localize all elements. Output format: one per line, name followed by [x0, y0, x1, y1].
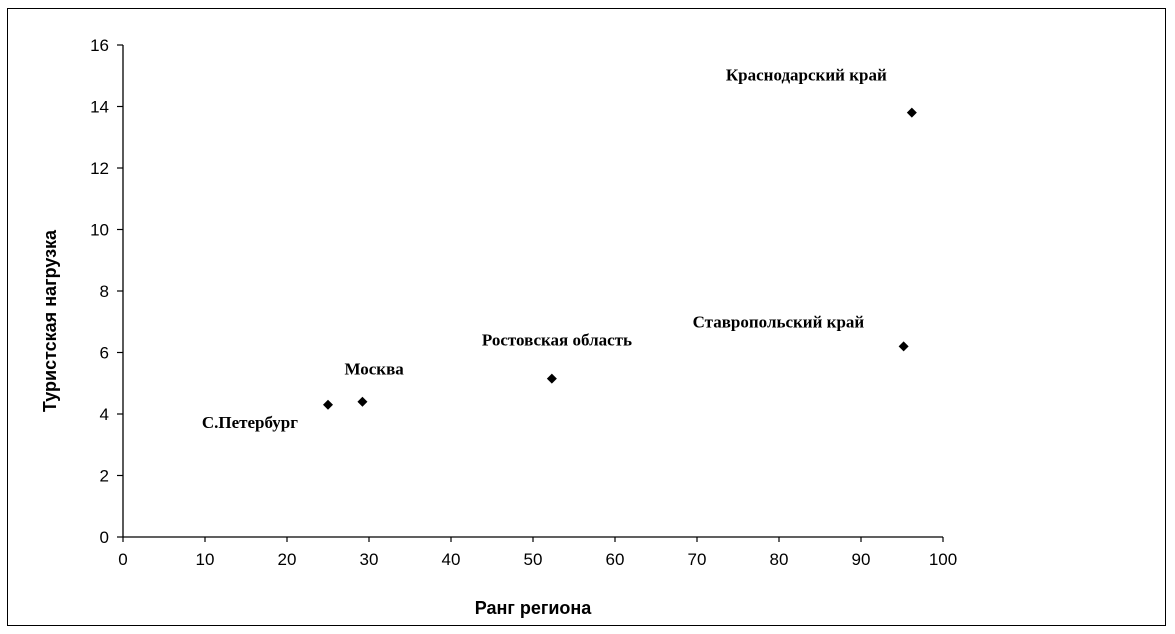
x-tick-label: 30	[360, 550, 379, 569]
data-point	[906, 107, 917, 118]
y-tick-label: 4	[100, 405, 109, 424]
y-tick-label: 6	[100, 344, 109, 363]
x-tick-label: 10	[196, 550, 215, 569]
x-axis-ticks: 0 10 20 30 40 50 60 70 80 90 100	[118, 537, 957, 569]
point-label: Ростовская область	[482, 331, 632, 350]
data-point	[546, 373, 557, 384]
x-tick-label: 60	[606, 550, 625, 569]
x-tick-label: 40	[442, 550, 461, 569]
point-labels: С.Петербург Москва Ростовская область Ставр…	[202, 66, 887, 432]
x-tick-label: 70	[688, 550, 707, 569]
y-tick-label: 8	[100, 282, 109, 301]
y-tick-label: 12	[90, 159, 109, 178]
x-tick-label: 20	[278, 550, 297, 569]
data-point	[357, 396, 368, 407]
y-axis-title: Туристская нагрузка	[40, 229, 60, 412]
data-point	[898, 341, 909, 352]
y-tick-label: 16	[90, 36, 109, 55]
y-tick-label: 14	[90, 98, 109, 117]
x-tick-label: 80	[770, 550, 789, 569]
x-tick-label: 50	[524, 550, 543, 569]
x-tick-label: 90	[852, 550, 871, 569]
point-label: Краснодарский край	[726, 66, 887, 85]
chart-area	[7, 8, 1166, 626]
data-points	[323, 107, 917, 410]
y-tick-label: 10	[90, 221, 109, 240]
x-tick-label: 100	[929, 550, 957, 569]
point-label: Москва	[344, 360, 404, 379]
point-label: Ставропольский край	[693, 312, 865, 331]
axes	[122, 45, 943, 538]
data-point	[323, 399, 333, 410]
y-axis-ticks: 0 2 4 6 8 10 12 14 16	[90, 36, 123, 547]
x-tick-label: 0	[118, 550, 127, 569]
x-axis-title: Ранг региона	[475, 598, 593, 618]
y-tick-label: 2	[100, 467, 109, 486]
point-label: С.Петербург	[202, 413, 298, 432]
y-tick-label: 0	[100, 528, 109, 547]
